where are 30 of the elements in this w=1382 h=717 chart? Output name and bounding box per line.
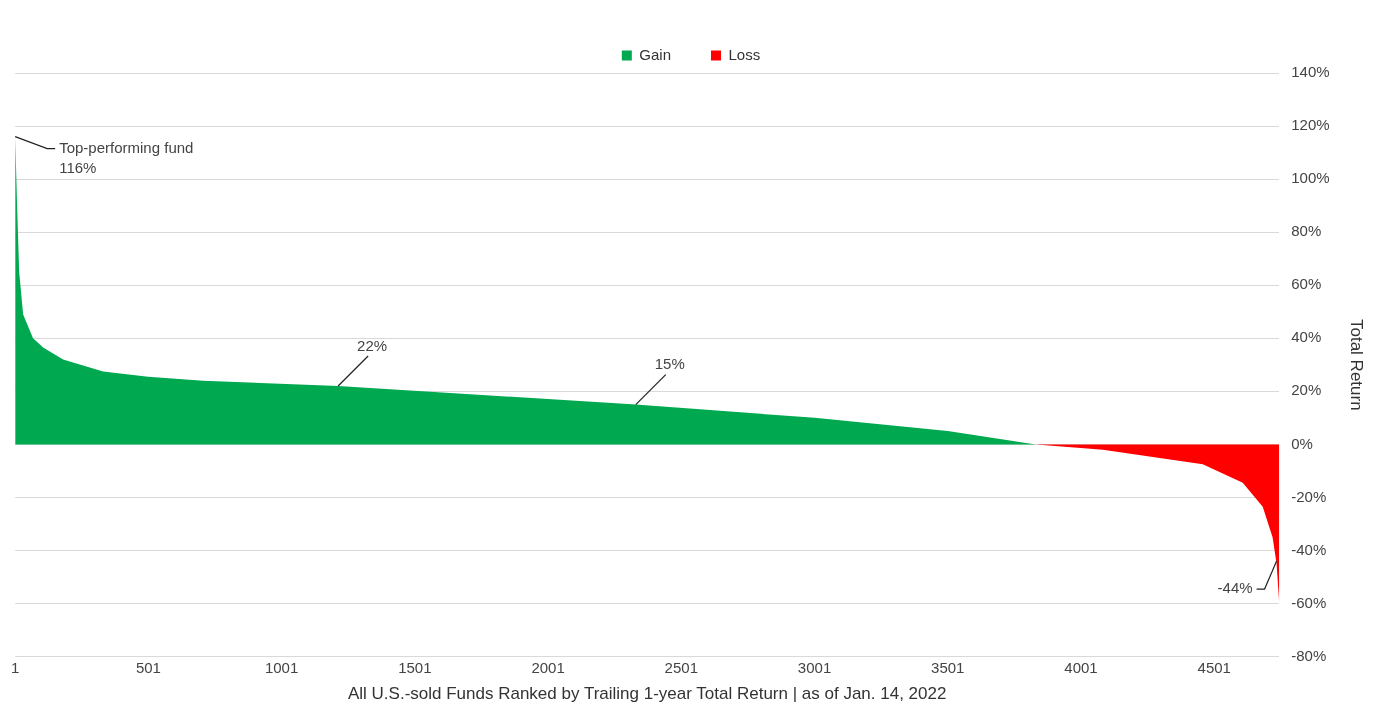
x-tick-label: 1501	[398, 658, 432, 676]
annotation: -44%	[1217, 579, 1253, 597]
legend-label: Gain	[639, 45, 671, 63]
legend-label: Loss	[728, 45, 761, 63]
annotation: 22%	[357, 336, 388, 354]
x-tick-label: 3501	[931, 658, 965, 676]
annotation: Top-performing fund 116%	[59, 138, 194, 176]
y-tick-label: 60%	[1291, 275, 1322, 293]
y-tick-label: -60%	[1291, 593, 1327, 611]
x-tick-label: 3001	[797, 658, 832, 676]
y-tick-label: -40%	[1291, 540, 1327, 558]
x-tick-label: 4001	[1064, 658, 1098, 676]
y-tick-label: 140%	[1291, 63, 1330, 81]
x-tick-label: 2501	[664, 658, 698, 676]
y-tick-label: -20%	[1291, 487, 1327, 505]
y-tick-label: 80%	[1291, 222, 1322, 240]
y-tick-label: 20%	[1291, 381, 1322, 399]
annotation: 15%	[654, 355, 685, 373]
y-axis-title: Total Return	[1347, 318, 1367, 411]
x-axis-title: All U.S.-sold Funds Ranked by Trailing 1-year Total Return | as of Jan. 14, 2022	[347, 684, 947, 704]
x-tick-label: 501	[135, 658, 161, 676]
y-tick-label: -80%	[1291, 646, 1327, 664]
x-tick-label: 2001	[531, 658, 565, 676]
y-tick-label: 0%	[1291, 434, 1313, 452]
x-tick-label: 1	[11, 658, 20, 676]
y-tick-label: 40%	[1291, 328, 1322, 346]
x-tick-label: 1001	[264, 658, 299, 676]
y-tick-label: 100%	[1291, 169, 1330, 187]
y-tick-label: 120%	[1291, 116, 1330, 134]
x-tick-label: 4501	[1197, 658, 1231, 676]
